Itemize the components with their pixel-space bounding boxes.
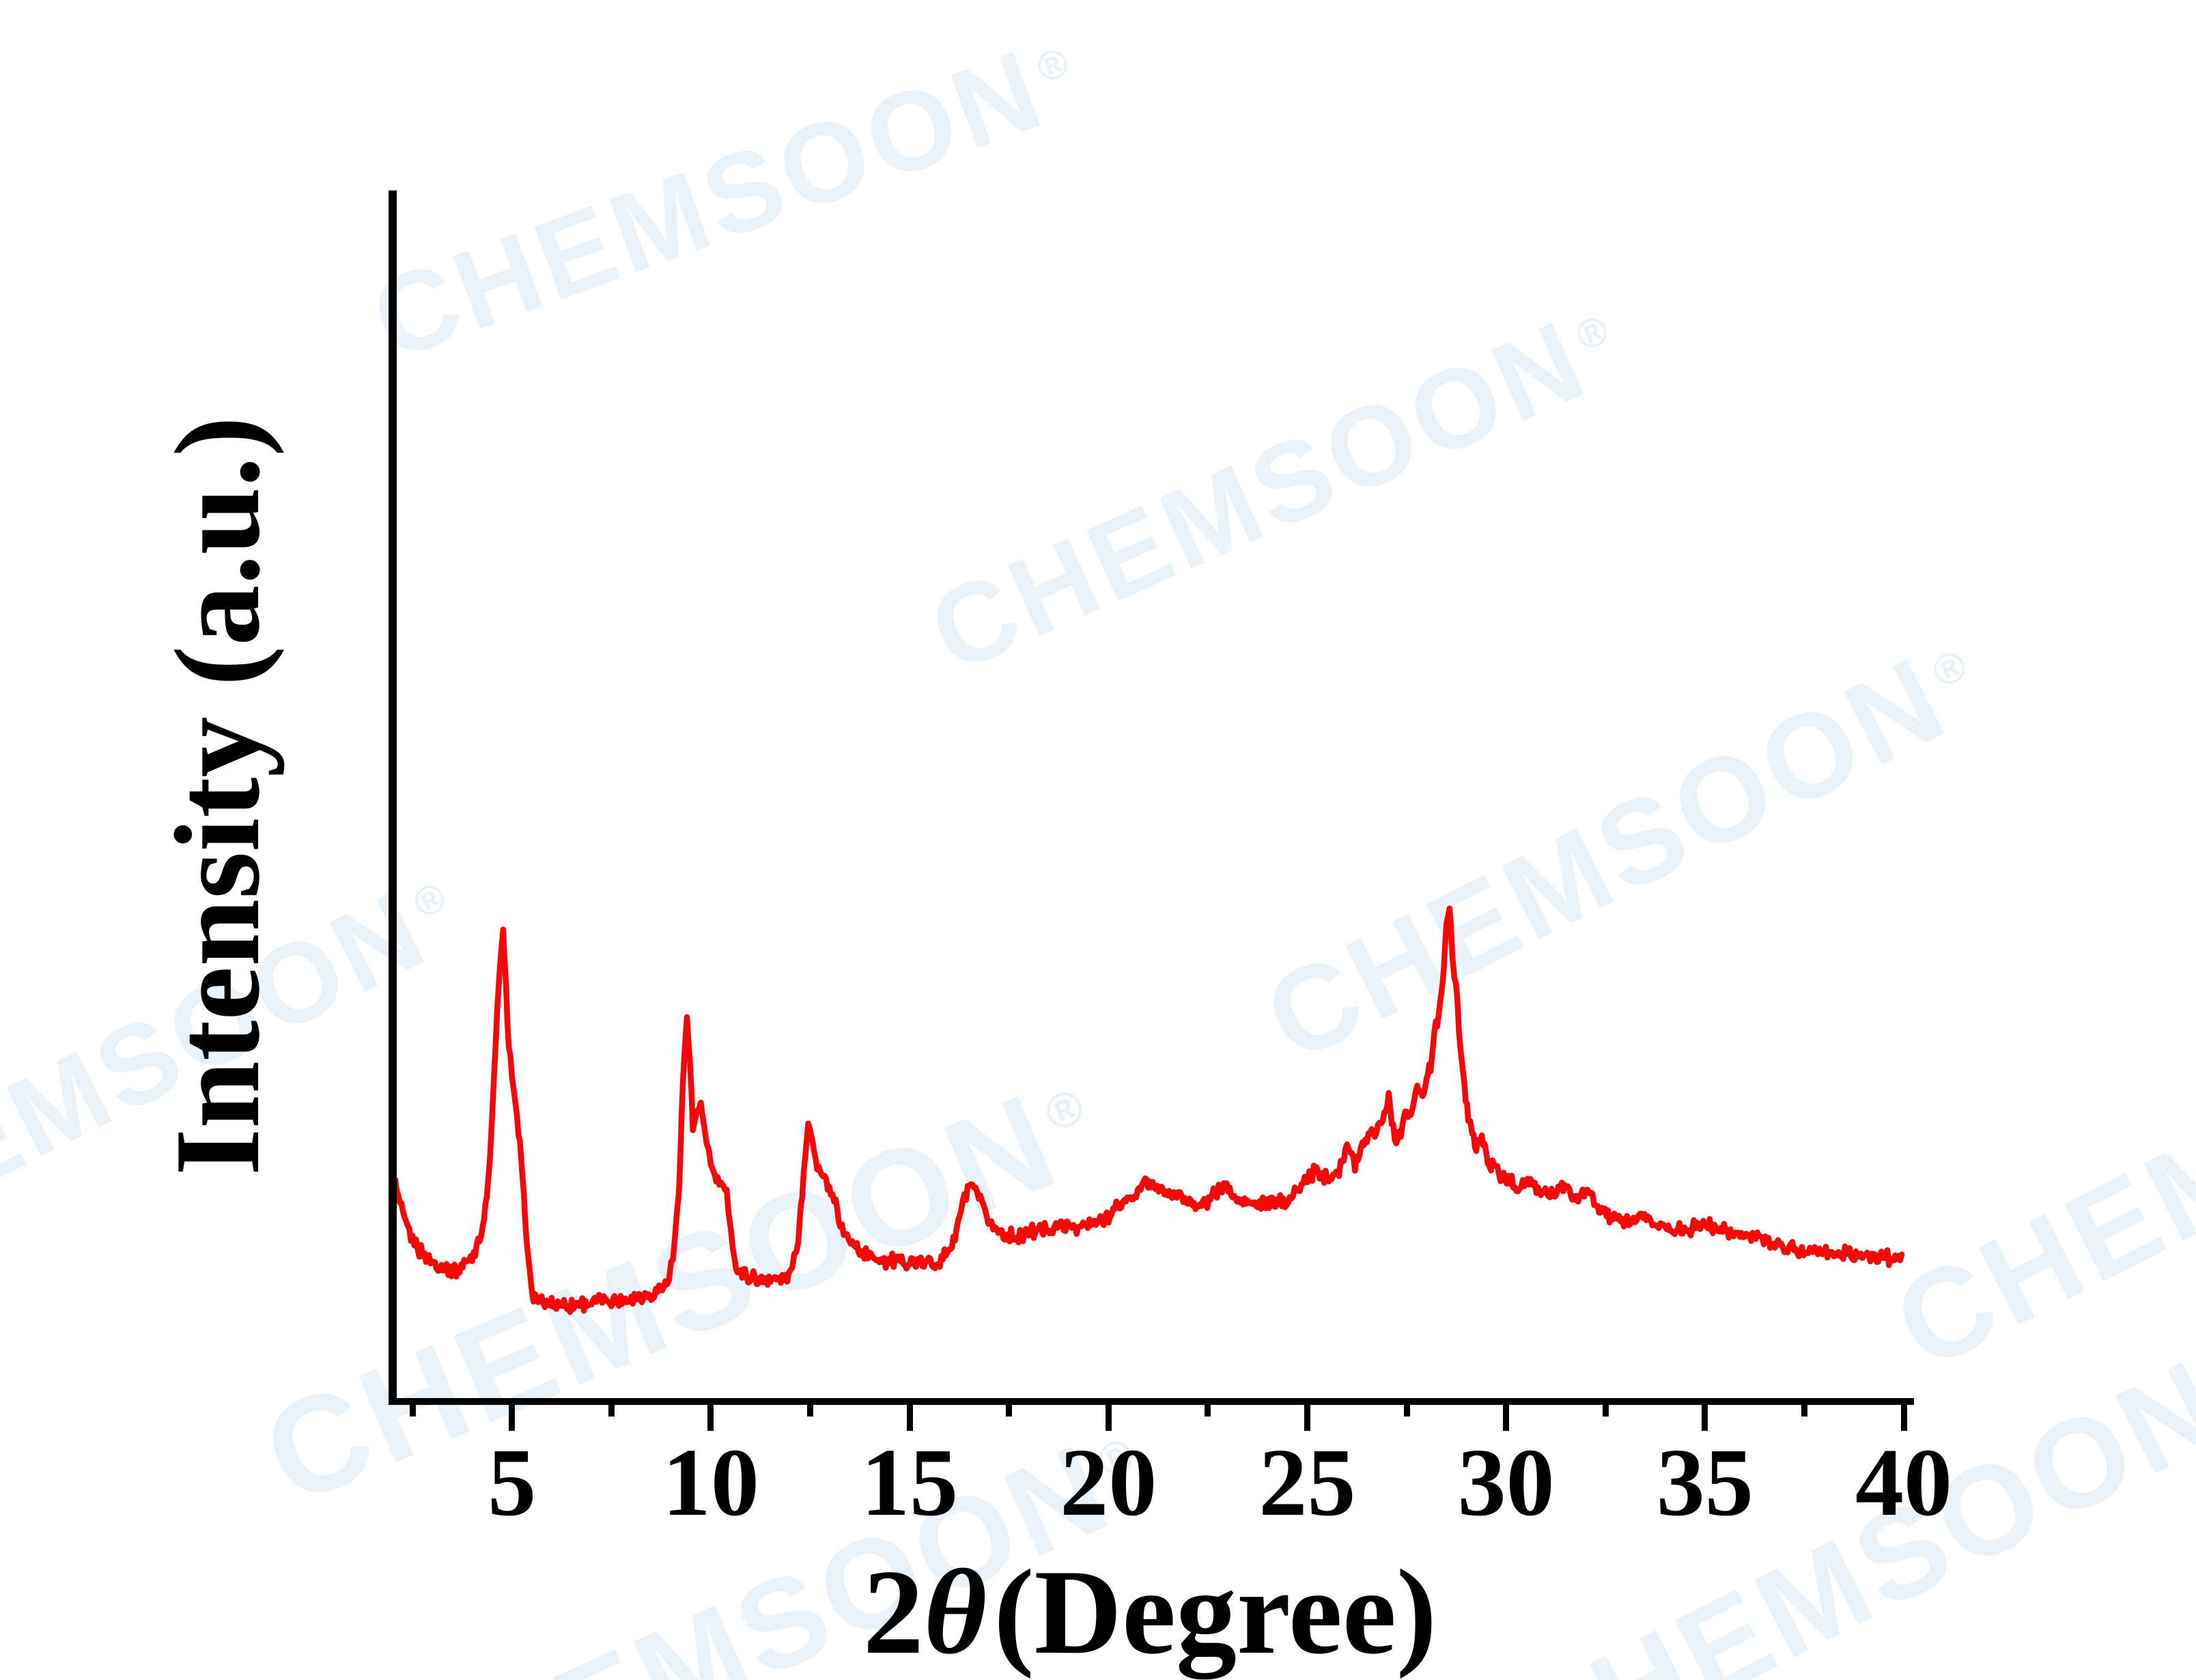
x-axis-line [389, 1398, 1914, 1405]
x-minor-tick [1602, 1405, 1609, 1416]
x-tick-label: 30 [1457, 1428, 1555, 1536]
x-axis-title: 2θ(Degree) [863, 1551, 1437, 1672]
x-tick-label: 15 [861, 1428, 959, 1536]
xrd-trace-line [389, 905, 1905, 1315]
x-minor-tick [1403, 1405, 1410, 1416]
x-tick-label: 40 [1855, 1428, 1952, 1536]
x-major-tick [1900, 1405, 1907, 1431]
y-axis-title: Intensity (a.u.) [150, 416, 285, 1176]
x-major-tick [1503, 1405, 1510, 1431]
x-axis-title-theta: θ [923, 1544, 987, 1679]
y-axis-title-text: Intensity (a.u.) [150, 416, 285, 1176]
x-axis-title-rest: (Degree) [994, 1544, 1437, 1679]
x-major-tick [509, 1405, 516, 1431]
y-axis-line [389, 190, 397, 1405]
x-minor-tick [806, 1405, 813, 1416]
x-major-tick [1702, 1405, 1708, 1431]
x-minor-tick [1205, 1405, 1211, 1416]
x-tick-label: 10 [662, 1428, 759, 1536]
x-tick-label: 25 [1258, 1428, 1356, 1536]
x-minor-tick [409, 1405, 416, 1416]
x-major-tick [906, 1405, 913, 1431]
x-tick-label: 35 [1656, 1428, 1754, 1536]
x-minor-tick [608, 1405, 615, 1416]
x-minor-tick [1801, 1405, 1807, 1416]
x-major-tick [1304, 1405, 1310, 1431]
x-tick-label: 20 [1060, 1428, 1157, 1536]
x-major-tick [707, 1405, 714, 1431]
x-axis-title-num: 2 [862, 1544, 924, 1679]
x-tick-label: 5 [488, 1428, 537, 1536]
x-major-tick [1105, 1405, 1112, 1431]
x-minor-tick [1006, 1405, 1013, 1416]
